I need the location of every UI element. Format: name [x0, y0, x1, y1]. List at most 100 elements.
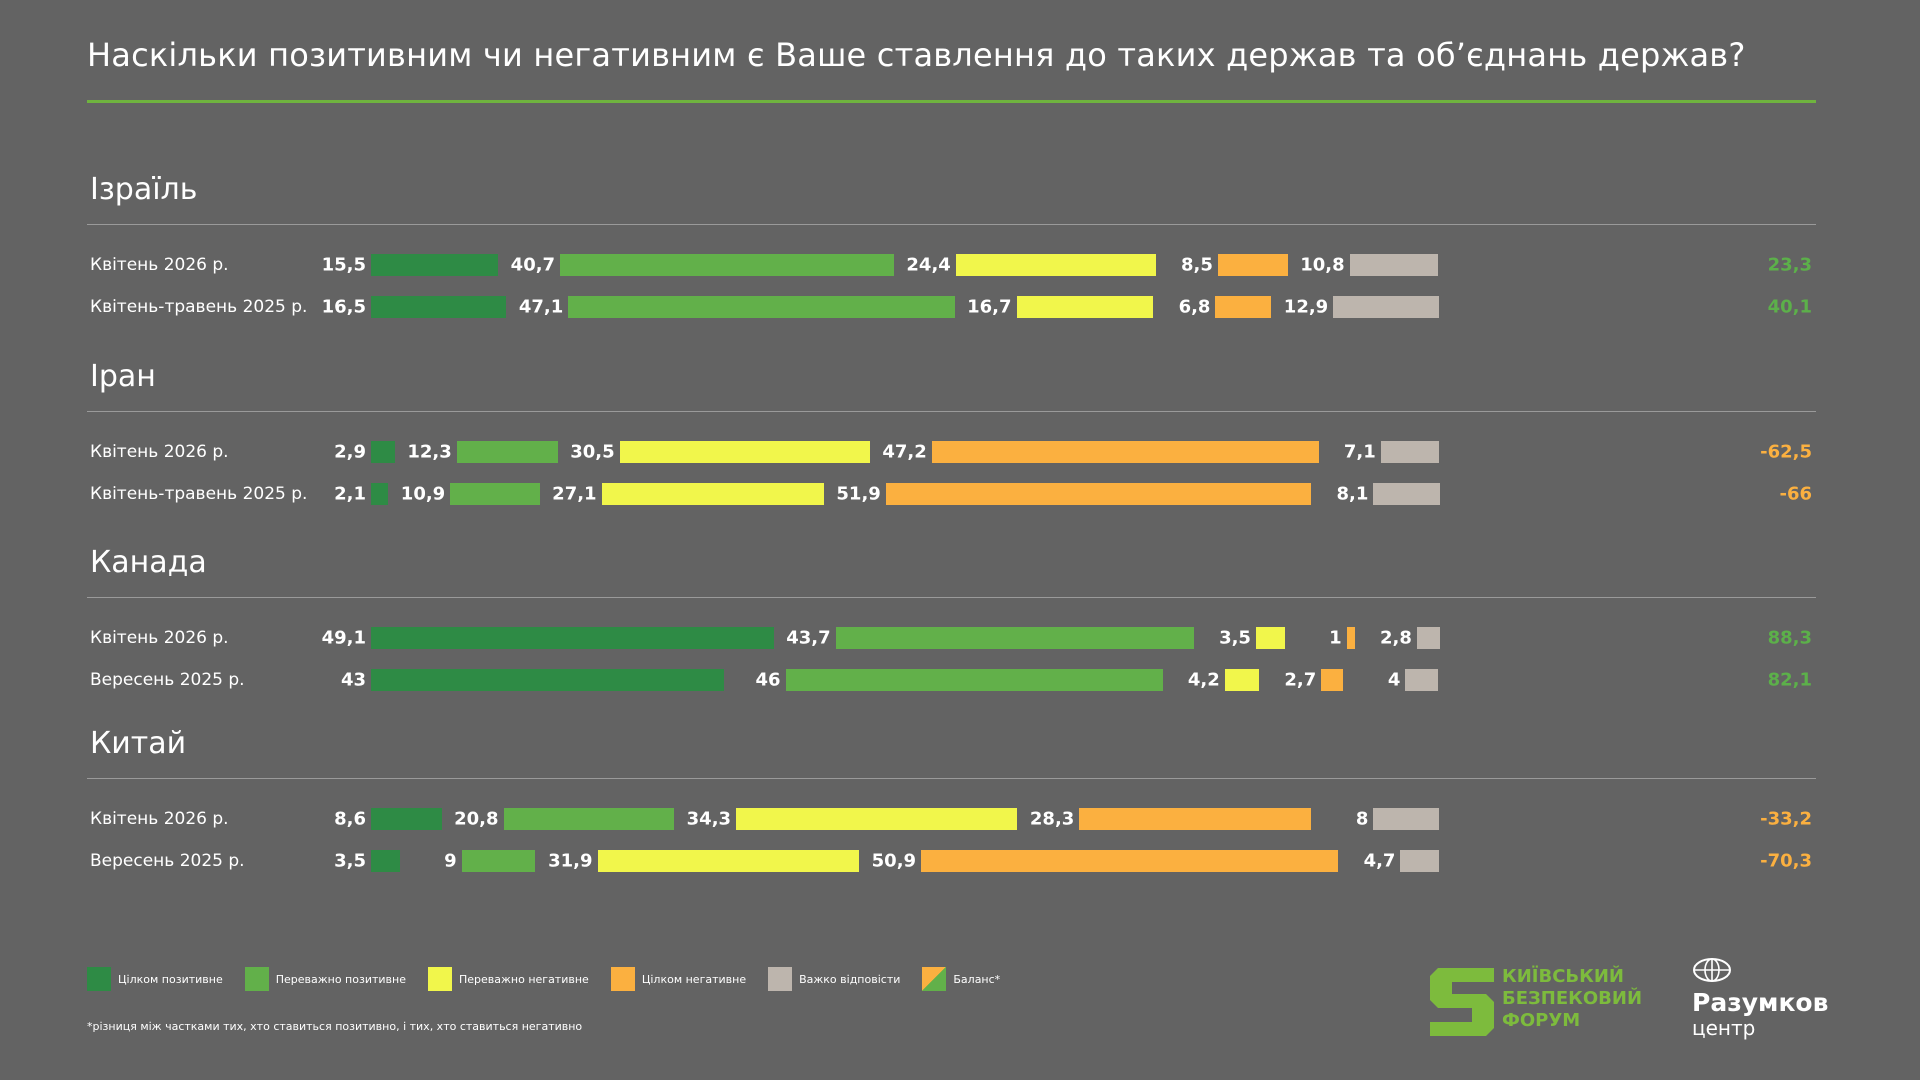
- chart-title: Наскільки позитивним чи негативним є Ваш…: [87, 36, 1746, 74]
- bar-value-label: 8: [1355, 808, 1369, 830]
- bar-segment-fully-positive: [371, 808, 442, 830]
- legend-item-mostly-negative: Переважно негативне: [427, 967, 589, 991]
- legend-label: Переважно позитивне: [275, 972, 406, 986]
- legend-label: Баланс*: [953, 972, 1001, 986]
- bar-value-label: 46: [755, 669, 781, 691]
- balance-value: 82,1: [1767, 669, 1812, 691]
- bar-value-label: 16,5: [321, 296, 366, 318]
- bar-value-label: 49,1: [321, 627, 366, 649]
- bar-value-label: 7,1: [1343, 441, 1376, 463]
- bar-value-label: 16,7: [967, 296, 1012, 318]
- razumkov-logo-name: Разумков: [1692, 988, 1829, 1017]
- bar-value-label: 27,1: [552, 483, 597, 505]
- bar-value-label: 30,5: [570, 441, 615, 463]
- razumkov-logo-sub: центр: [1692, 1016, 1756, 1040]
- row-period-label: Квітень-травень 2025 р.: [90, 484, 308, 504]
- country-title: Канада: [90, 545, 207, 580]
- bar-segment-hard-to-say: [1349, 254, 1439, 276]
- bar-segment-fully-negative: [885, 483, 1312, 505]
- row-period-label: Вересень 2025 р.: [90, 670, 245, 690]
- bar-segment-mostly-negative: [619, 441, 870, 463]
- bar-value-label: 12,3: [407, 441, 452, 463]
- bar-value-label: 4,2: [1187, 669, 1220, 691]
- country-divider: [87, 597, 1816, 598]
- bar-segment-fully-negative: [1079, 808, 1312, 830]
- bar-segment-fully-negative: [921, 850, 1339, 872]
- bar-value-label: 3,5: [334, 850, 366, 872]
- bar-segment-mostly-positive: [785, 669, 1163, 691]
- country-divider: [87, 411, 1816, 412]
- legend-item-fully-positive: Цілком позитивне: [87, 967, 223, 991]
- bar-value-label: 2,1: [334, 483, 366, 505]
- kbf-logo-icon: [1430, 968, 1494, 1036]
- bar-value-label: 50,9: [871, 850, 917, 872]
- bar-segment-mostly-negative: [601, 483, 824, 505]
- legend-item-balance: Баланс*: [922, 967, 1000, 991]
- bar-segment-mostly-negative: [1016, 296, 1154, 318]
- bar-segment-fully-positive: [371, 483, 389, 505]
- country-divider: [87, 778, 1816, 779]
- legend-swatch: [768, 967, 793, 991]
- bar-segment-fully-positive: [371, 254, 499, 276]
- bar-value-label: 40,7: [510, 254, 556, 276]
- bar-segment-hard-to-say: [1400, 850, 1439, 872]
- bar-value-label: 4,7: [1363, 850, 1396, 872]
- bar-segment-hard-to-say: [1333, 296, 1439, 318]
- row-period-label: Квітень-травень 2025 р.: [90, 297, 308, 317]
- bar-value-label: 6,8: [1178, 296, 1211, 318]
- bar-segment-fully-negative: [931, 441, 1319, 463]
- bar-value-label: 43: [340, 669, 366, 691]
- bar-segment-mostly-positive: [461, 850, 536, 872]
- bar-value-label: 9: [444, 850, 457, 872]
- bar-value-label: 24,4: [906, 254, 951, 276]
- bar-value-label: 10,9: [400, 483, 446, 505]
- row-period-label: Квітень 2026 р.: [90, 255, 229, 275]
- legend-swatch: [610, 967, 635, 991]
- bar-segment-fully-positive: [371, 296, 507, 318]
- row-period-label: Квітень 2026 р.: [90, 442, 229, 462]
- bar-segment-mostly-positive: [456, 441, 558, 463]
- balance-value: -66: [1779, 483, 1812, 505]
- bar-segment-mostly-positive: [568, 296, 955, 318]
- kbf-line: КИЇВСЬКИЙ: [1502, 966, 1624, 987]
- legend-label: Цілком негативне: [641, 972, 747, 986]
- legend-swatch: [87, 967, 111, 991]
- country-title: Ізраїль: [90, 172, 198, 207]
- legend-item-hard-to-say: Важко відповісти: [768, 967, 900, 991]
- bar-value-label: 47,1: [518, 296, 564, 318]
- bar-segment-fully-negative: [1217, 254, 1288, 276]
- bar-value-label: 2,8: [1379, 627, 1412, 649]
- footnote: *різниця між частками тих, хто ставиться…: [87, 1020, 583, 1033]
- kbf-line: БЕЗПЕКОВИЙ: [1502, 988, 1643, 1009]
- bar-value-label: 43,7: [786, 627, 831, 649]
- bar-value-label: 4: [1387, 669, 1401, 691]
- bar-value-label: 12,9: [1283, 296, 1329, 318]
- row-period-label: Квітень 2026 р.: [90, 809, 229, 829]
- balance-value: 88,3: [1767, 627, 1812, 649]
- bar-segment-fully-positive: [371, 669, 724, 691]
- legend-swatch: [427, 967, 452, 991]
- legend-label: Переважно негативне: [458, 972, 589, 986]
- balance-value: -70,3: [1760, 850, 1812, 872]
- bar-segment-fully-negative: [1346, 627, 1355, 649]
- bar-value-label: 15,5: [321, 254, 366, 276]
- bar-segment-mostly-negative: [955, 254, 1156, 276]
- bar-segment-hard-to-say: [1373, 808, 1439, 830]
- row-period-label: Вересень 2025 р.: [90, 851, 245, 871]
- bar-value-label: 8,6: [334, 808, 366, 830]
- bar-value-label: 10,8: [1300, 254, 1345, 276]
- balance-value: -33,2: [1760, 808, 1812, 830]
- legend-swatch: [244, 967, 269, 991]
- legend-label: Цілком позитивне: [118, 972, 223, 986]
- bar-segment-hard-to-say: [1405, 669, 1439, 691]
- balance-value: 40,1: [1767, 296, 1812, 318]
- country-title: Китай: [90, 726, 187, 761]
- bar-segment-fully-positive: [371, 850, 400, 872]
- bar-value-label: 8,5: [1181, 254, 1213, 276]
- legend-swatch-balance: [922, 967, 947, 991]
- bar-segment-fully-positive: [371, 627, 774, 649]
- bar-value-label: 3,5: [1219, 627, 1251, 649]
- bar-value-label: 34,3: [686, 808, 732, 830]
- bar-value-label: 8,1: [1336, 483, 1369, 505]
- bar-value-label: 20,8: [454, 808, 499, 830]
